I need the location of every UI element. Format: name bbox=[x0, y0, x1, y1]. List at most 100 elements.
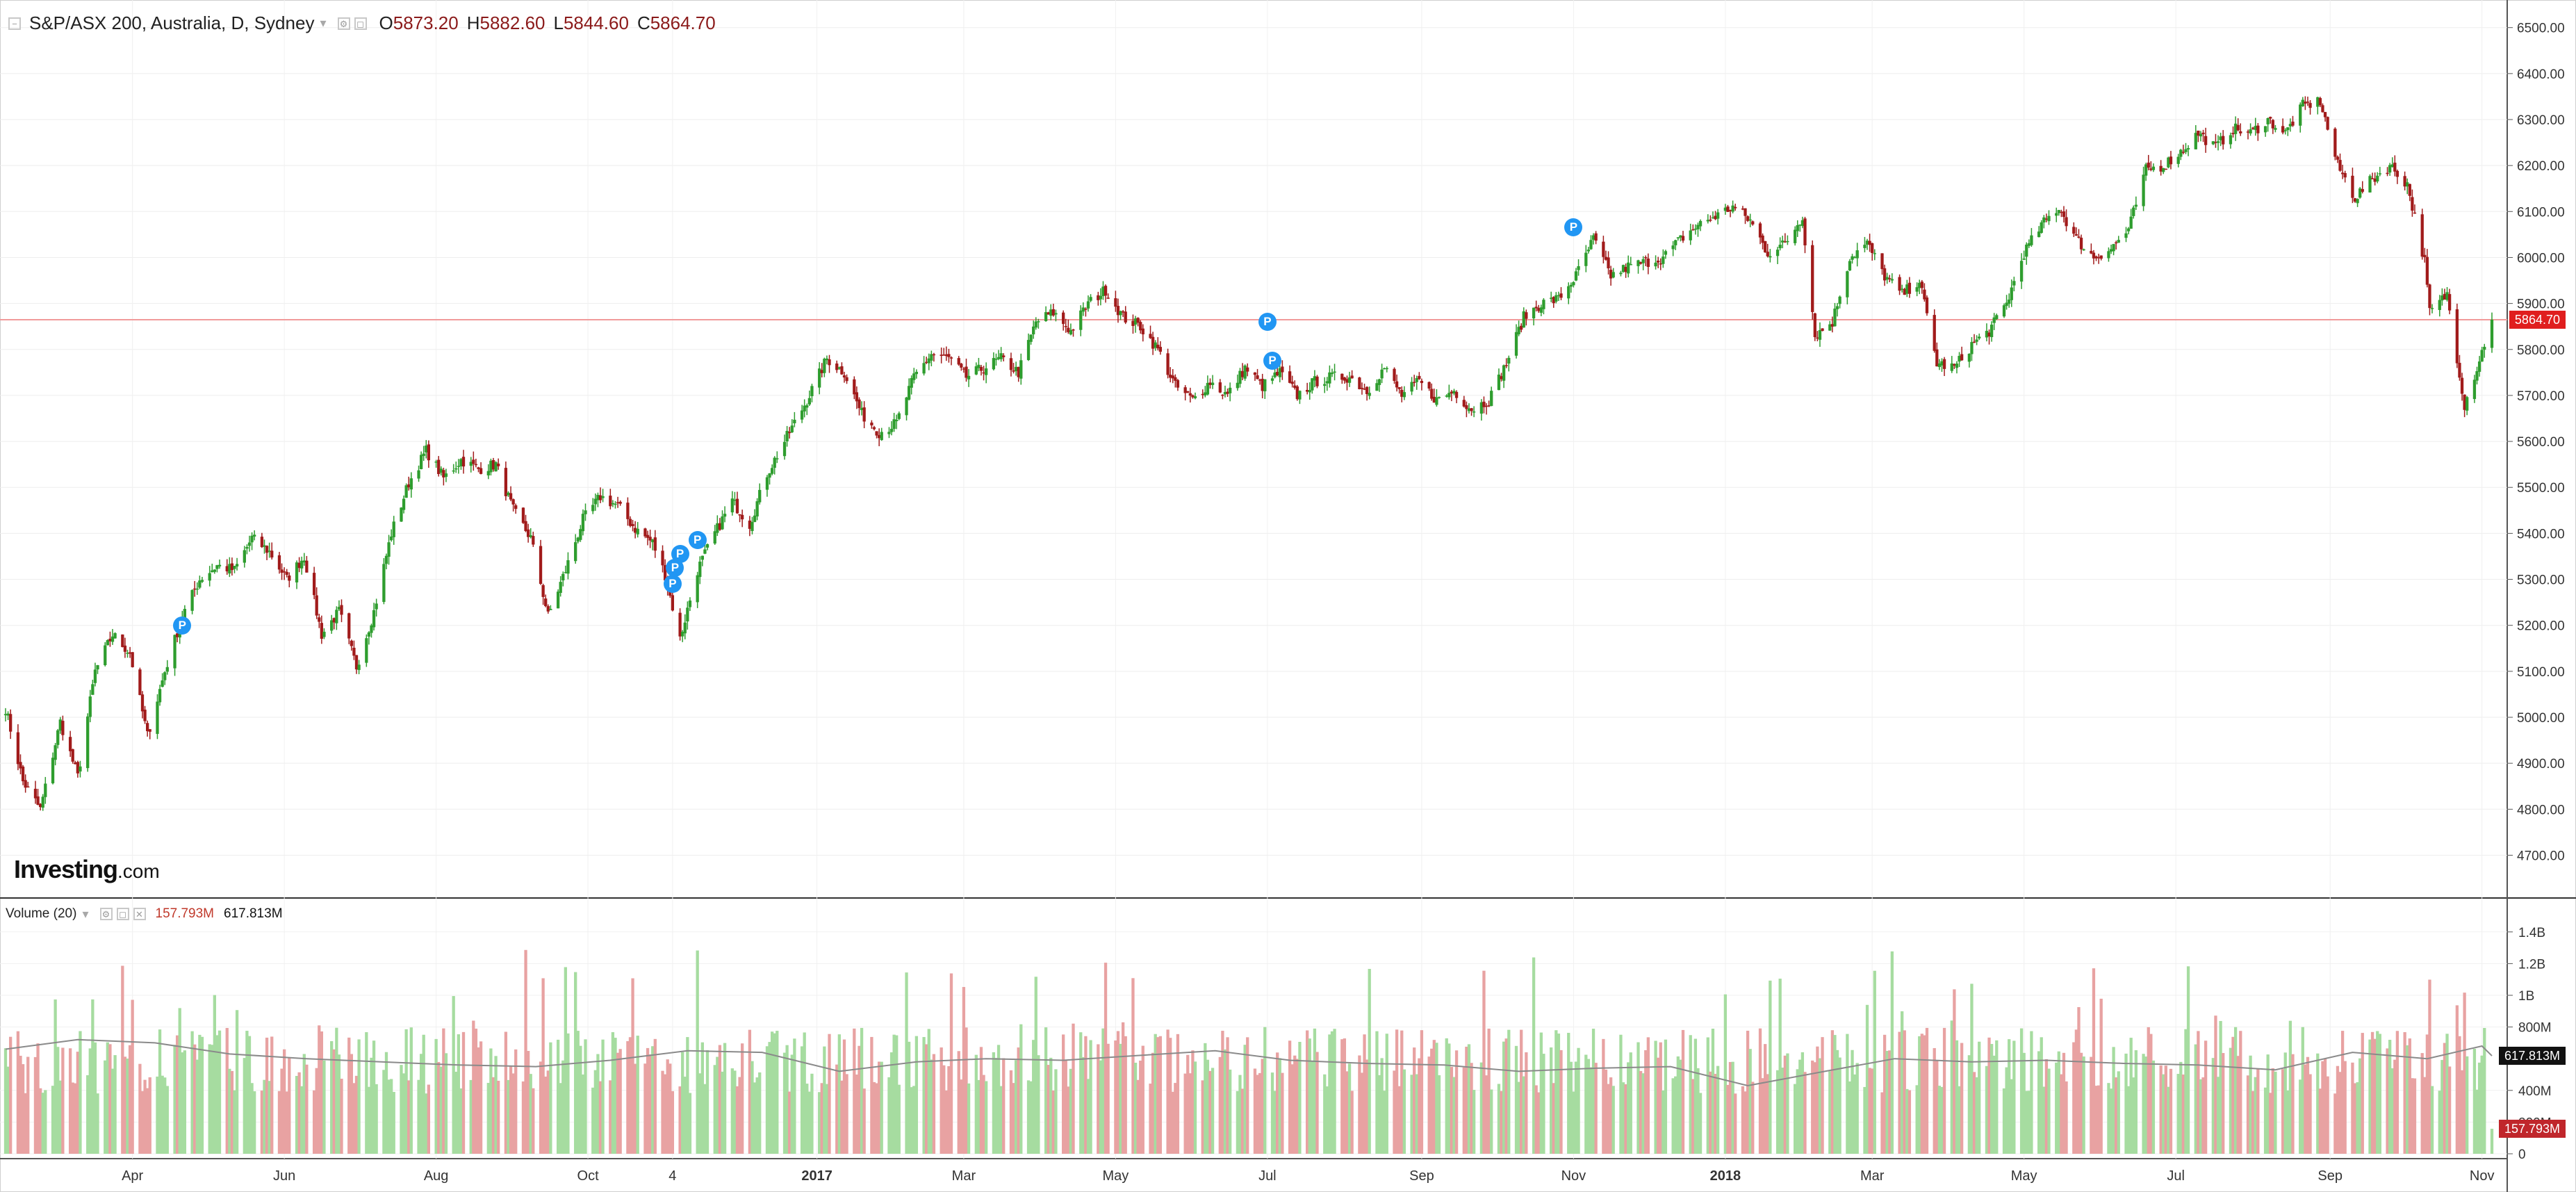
candle-body bbox=[1953, 364, 1956, 366]
candle-body bbox=[1716, 212, 1720, 219]
event-marker-icon[interactable]: P bbox=[1258, 313, 1277, 332]
volume-bar bbox=[609, 1080, 612, 1154]
candle-body bbox=[1811, 245, 1814, 312]
volume-bar bbox=[2443, 1043, 2447, 1154]
candle bbox=[2288, 118, 2292, 132]
candle bbox=[2480, 346, 2484, 362]
candle bbox=[1427, 381, 1431, 391]
candle bbox=[230, 557, 234, 576]
volume-bar bbox=[2055, 1062, 2058, 1154]
candle-body bbox=[1358, 377, 1361, 389]
candle-body bbox=[1487, 405, 1491, 407]
volume-bar bbox=[1393, 1070, 1396, 1154]
candle-body bbox=[2159, 165, 2163, 172]
volume-bar bbox=[365, 1032, 368, 1154]
volume-bar bbox=[803, 1032, 806, 1154]
candle bbox=[1116, 298, 1120, 323]
candle-body bbox=[753, 515, 757, 523]
time-tick-label: Nov bbox=[2470, 1168, 2495, 1184]
volume-bar bbox=[2222, 1053, 2225, 1154]
candle-body bbox=[2201, 132, 2205, 135]
volume-chevron-down-icon[interactable]: ▾ bbox=[82, 906, 89, 921]
candle bbox=[1574, 268, 1578, 281]
candle bbox=[437, 456, 441, 477]
candle bbox=[91, 679, 95, 695]
event-marker-icon[interactable]: P bbox=[173, 616, 192, 635]
candle bbox=[1504, 358, 1508, 368]
event-marker-icon[interactable]: P bbox=[688, 531, 707, 550]
time-tick-label: Nov bbox=[1561, 1168, 1586, 1184]
candle bbox=[2065, 209, 2068, 231]
candle bbox=[2301, 97, 2304, 107]
event-marker-icon[interactable]: P bbox=[1263, 352, 1282, 370]
candle-body bbox=[1029, 334, 1033, 342]
symbol-title[interactable]: S&P/ASX 200, Australia, D, Sydney bbox=[29, 13, 315, 33]
chevron-down-icon[interactable]: ▾ bbox=[320, 16, 327, 30]
candle bbox=[805, 403, 809, 416]
candle bbox=[1970, 337, 1974, 361]
open-value: 5873.20 bbox=[393, 13, 459, 33]
candle bbox=[370, 623, 373, 638]
volume-bar bbox=[1465, 1046, 1468, 1154]
event-marker-icon[interactable]: P bbox=[1564, 218, 1583, 237]
settings-icon[interactable]: ⚙ bbox=[337, 17, 350, 30]
volume-bar bbox=[494, 1056, 498, 1154]
volume-bar bbox=[2144, 1056, 2148, 1154]
candle bbox=[1047, 311, 1050, 315]
volume-bar bbox=[1397, 1086, 1401, 1154]
candle-body bbox=[651, 539, 655, 543]
volume-bar bbox=[910, 1087, 913, 1154]
candle bbox=[718, 518, 722, 531]
volume-bar bbox=[454, 1072, 458, 1154]
collapse-icon[interactable]: − bbox=[8, 17, 21, 30]
time-tick-label: Jul bbox=[2167, 1168, 2185, 1184]
candle-body bbox=[1454, 391, 1459, 398]
volume-bar bbox=[2186, 966, 2190, 1154]
candle-body bbox=[932, 354, 936, 356]
candle-body bbox=[208, 573, 211, 581]
volume-bar bbox=[1726, 1084, 1730, 1154]
volume-bar bbox=[332, 1049, 336, 1154]
volume-settings-icon[interactable]: ⚙ bbox=[99, 908, 113, 920]
time-tick-label: Sep bbox=[1409, 1168, 1434, 1184]
volume-bar bbox=[2306, 1056, 2310, 1154]
event-marker-icon[interactable]: P bbox=[671, 545, 689, 564]
volume-title[interactable]: Volume (20) bbox=[6, 906, 77, 921]
volume-bar bbox=[195, 1059, 199, 1154]
volume-close-icon[interactable]: ✕ bbox=[133, 908, 146, 920]
candle bbox=[1228, 382, 1232, 402]
candle-body bbox=[840, 366, 844, 375]
volume-bar bbox=[233, 1090, 236, 1154]
volume-last-tag: 157.793M bbox=[2498, 1120, 2566, 1138]
event-marker-icon[interactable]: P bbox=[663, 575, 682, 594]
candle-body bbox=[146, 723, 149, 731]
volume-bar bbox=[960, 1079, 963, 1154]
volume-bar bbox=[1985, 1066, 1989, 1154]
candle-body bbox=[2358, 188, 2362, 198]
candle bbox=[1479, 399, 1484, 421]
candle-body bbox=[1764, 240, 1767, 253]
candle-body bbox=[872, 427, 876, 430]
candle bbox=[2092, 250, 2096, 265]
volume-bar bbox=[315, 1068, 318, 1154]
volume-bar bbox=[1709, 1071, 1712, 1154]
volume-bar bbox=[678, 1086, 682, 1154]
candle bbox=[21, 765, 25, 785]
candle bbox=[1380, 364, 1384, 384]
volume-bar bbox=[392, 1092, 395, 1154]
candle bbox=[2012, 277, 2016, 292]
candle-body bbox=[243, 550, 246, 563]
candle-body bbox=[1380, 369, 1384, 379]
volume-bar bbox=[546, 1070, 550, 1154]
volume-bar bbox=[74, 1083, 77, 1154]
candle-body bbox=[300, 560, 304, 569]
candle-body bbox=[820, 370, 823, 373]
candle-body bbox=[1898, 277, 1901, 291]
volume-bar bbox=[1671, 1078, 1675, 1154]
volume-hide-icon[interactable]: ◻ bbox=[116, 908, 129, 920]
candle bbox=[2475, 366, 2479, 385]
hide-icon[interactable]: ◻ bbox=[354, 17, 367, 30]
volume-bar bbox=[1557, 1034, 1561, 1154]
candle bbox=[1377, 378, 1381, 392]
